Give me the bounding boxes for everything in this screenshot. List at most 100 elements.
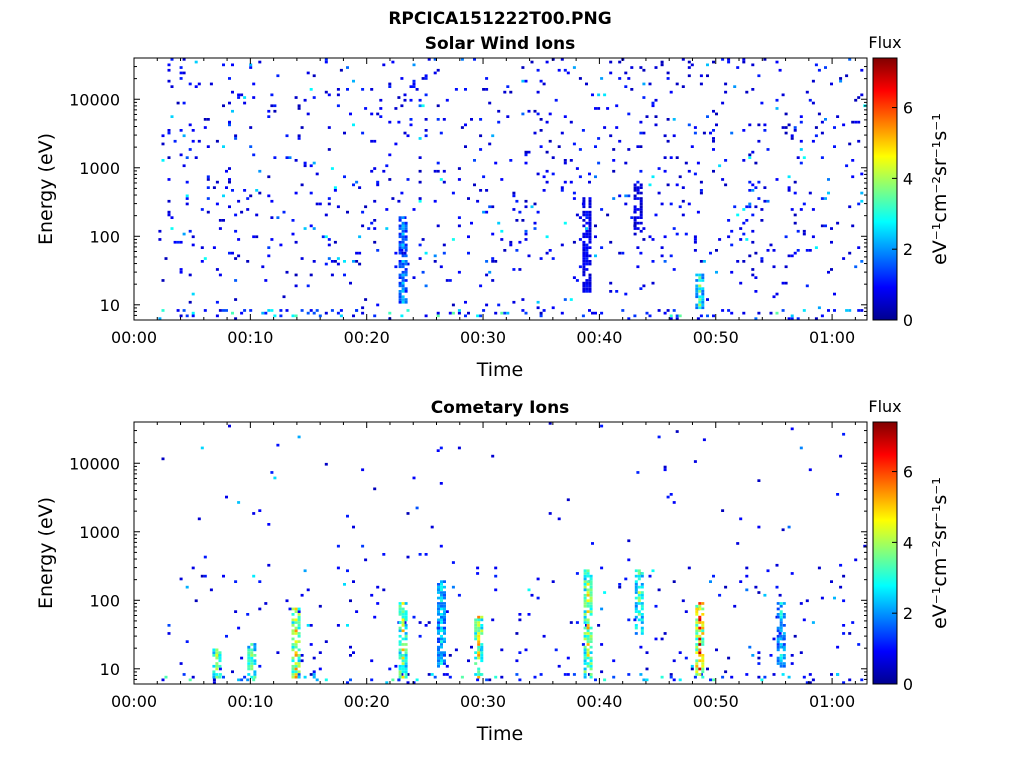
flux-cell — [485, 678, 489, 682]
flux-cell — [636, 265, 640, 269]
flux-cell — [569, 621, 573, 624]
flux-cell — [404, 279, 408, 282]
flux-cell — [781, 126, 785, 129]
flux-cell — [760, 208, 764, 211]
flux-cell — [349, 599, 352, 603]
flux-cell — [695, 303, 699, 307]
flux-cell — [346, 210, 349, 214]
flux-cell — [530, 205, 534, 209]
flux-cell — [388, 311, 392, 315]
flux-cell — [401, 602, 405, 605]
flux-cell — [603, 126, 607, 129]
flux-cell — [857, 246, 861, 249]
flux-cell — [701, 273, 705, 277]
flux-cell — [215, 268, 219, 271]
flux-cell — [687, 169, 691, 173]
flux-cell — [440, 634, 443, 638]
flux-cell — [191, 292, 195, 296]
flux-cell — [370, 221, 374, 225]
flux-cell — [551, 172, 555, 176]
flux-cell — [811, 208, 815, 211]
flux-cell — [539, 257, 543, 260]
flux-cell — [572, 66, 576, 69]
flux-cell — [748, 153, 752, 157]
flux-cell — [524, 161, 528, 165]
flux-cell — [373, 227, 377, 230]
flux-cell — [805, 90, 809, 94]
flux-cell — [361, 210, 365, 214]
flux-cell — [603, 591, 607, 594]
flux-cell — [582, 240, 586, 244]
flux-cell — [583, 673, 587, 676]
flux-cell — [250, 667, 254, 671]
flux-cell — [698, 651, 702, 654]
flux-cell — [312, 227, 316, 230]
flux-cell — [346, 569, 349, 573]
flux-cell — [672, 134, 676, 138]
flux-cell — [701, 637, 705, 641]
flux-cell — [406, 178, 410, 181]
flux-cell — [467, 659, 470, 663]
flux-cell — [583, 637, 587, 641]
flux-cell — [324, 262, 328, 266]
flux-cell — [336, 104, 340, 108]
flux-cell — [589, 610, 593, 613]
flux-cell — [427, 673, 431, 676]
flux-cell — [376, 180, 380, 184]
flux-cell — [445, 673, 449, 676]
flux-cell — [460, 126, 464, 129]
colorbar-tick-label: 6 — [903, 99, 913, 118]
flux-cell — [863, 544, 867, 548]
flux-cell — [436, 68, 440, 72]
flux-cell — [524, 648, 528, 652]
flux-cell — [733, 85, 737, 88]
flux-cell — [312, 656, 316, 660]
flux-cell — [477, 656, 481, 660]
flux-cell — [524, 199, 528, 203]
flux-cell — [589, 596, 593, 600]
flux-cell — [161, 279, 165, 282]
flux-cell — [404, 235, 408, 239]
flux-cell — [231, 189, 234, 192]
flux-cell — [776, 629, 780, 633]
flux-cell — [533, 675, 537, 679]
flux-cell — [437, 659, 440, 663]
flux-cell — [586, 654, 590, 657]
flux-cell — [339, 68, 343, 72]
flux-cell — [586, 604, 590, 608]
flux-cell — [811, 678, 815, 682]
flux-cell — [672, 678, 676, 682]
flux-cell — [237, 254, 241, 258]
flux-cell — [609, 240, 613, 244]
flux-cell — [433, 71, 437, 75]
flux-cell — [176, 101, 180, 105]
flux-cell — [398, 232, 402, 236]
flux-cell — [240, 210, 244, 214]
flux-cell — [442, 180, 446, 184]
flux-cell — [566, 498, 570, 502]
flux-cell — [336, 93, 340, 97]
flux-cell — [585, 216, 589, 219]
flux-cell — [294, 191, 298, 195]
flux-cell — [545, 60, 549, 64]
flux-cell — [545, 180, 549, 184]
flux-cell — [215, 673, 219, 676]
flux-cell — [698, 673, 702, 676]
flux-cell — [678, 678, 682, 682]
flux-cell — [476, 678, 480, 682]
flux-cell — [702, 438, 706, 442]
flux-cell — [437, 613, 440, 616]
flux-cell — [222, 675, 225, 679]
flux-cell — [404, 667, 408, 671]
flux-cell — [583, 634, 587, 638]
flux-cell — [500, 311, 504, 315]
flux-cell — [352, 314, 355, 318]
flux-cell — [695, 651, 699, 654]
flux-cell — [811, 139, 815, 143]
flux-cell — [799, 602, 803, 605]
flux-cell — [309, 224, 313, 228]
flux-cell — [330, 273, 334, 277]
flux-cell — [237, 678, 241, 682]
flux-cell — [297, 621, 301, 624]
flux-cell — [827, 191, 830, 195]
